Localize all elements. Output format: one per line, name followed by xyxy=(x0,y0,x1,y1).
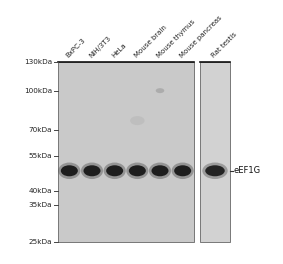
Text: Rat testis: Rat testis xyxy=(211,31,238,59)
Ellipse shape xyxy=(83,165,100,176)
Text: 55kDa: 55kDa xyxy=(29,153,52,159)
Text: HeLa: HeLa xyxy=(110,42,127,59)
Bar xyxy=(58,62,194,242)
Text: 100kDa: 100kDa xyxy=(24,88,52,94)
Ellipse shape xyxy=(129,165,146,176)
Ellipse shape xyxy=(61,165,78,176)
Text: Mouse brain: Mouse brain xyxy=(133,25,168,59)
Ellipse shape xyxy=(58,163,80,179)
Text: 70kDa: 70kDa xyxy=(29,126,52,133)
Ellipse shape xyxy=(156,88,164,93)
Text: Mouse pancreas: Mouse pancreas xyxy=(178,15,223,59)
Text: 25kDa: 25kDa xyxy=(29,239,52,245)
Ellipse shape xyxy=(151,165,168,176)
Text: 40kDa: 40kDa xyxy=(29,188,52,194)
Text: 130kDa: 130kDa xyxy=(24,59,52,65)
Ellipse shape xyxy=(205,165,225,176)
Text: BxPC-3: BxPC-3 xyxy=(65,37,87,59)
Text: eEF1G: eEF1G xyxy=(234,166,261,175)
Text: NIH/3T3: NIH/3T3 xyxy=(88,35,112,59)
Ellipse shape xyxy=(81,163,103,179)
Text: 35kDa: 35kDa xyxy=(29,202,52,208)
Ellipse shape xyxy=(171,163,194,179)
Ellipse shape xyxy=(149,163,171,179)
Ellipse shape xyxy=(126,163,148,179)
Ellipse shape xyxy=(106,165,123,176)
Ellipse shape xyxy=(174,165,191,176)
Text: Mouse thymus: Mouse thymus xyxy=(156,18,196,59)
Ellipse shape xyxy=(202,163,228,179)
Ellipse shape xyxy=(104,163,126,179)
Bar xyxy=(200,62,230,242)
Ellipse shape xyxy=(130,116,145,125)
